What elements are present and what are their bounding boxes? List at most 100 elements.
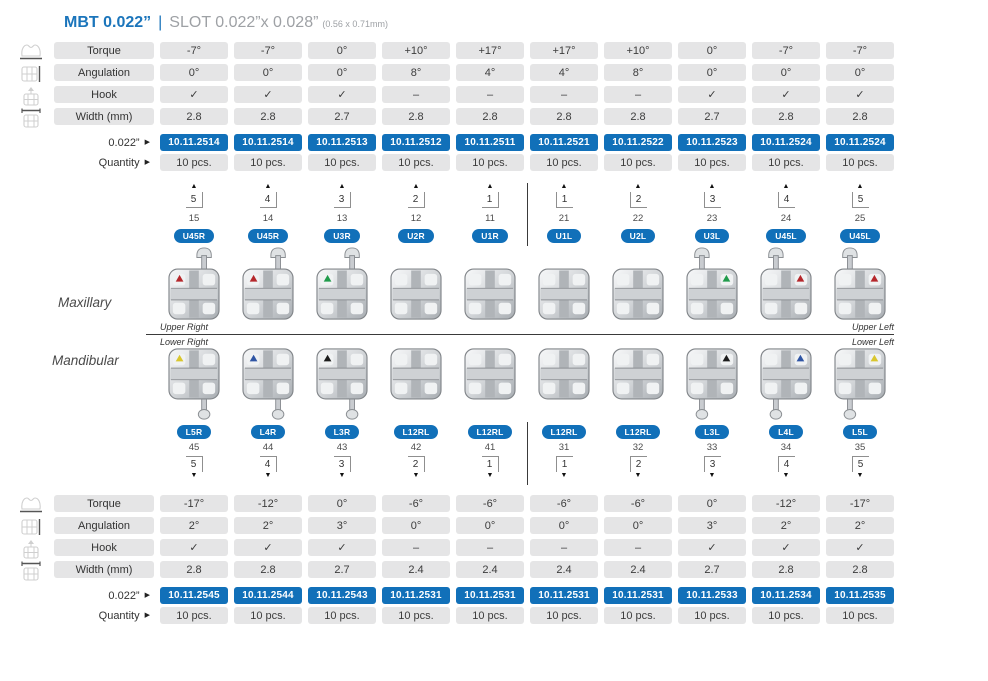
quantity-cell: 10 pcs. <box>530 607 598 624</box>
palmer-digit: 3 <box>709 459 716 470</box>
spec-value-cell: 2° <box>752 517 820 534</box>
row-label: Angulation <box>54 64 154 81</box>
row-label: Width (mm) <box>54 108 154 125</box>
bracket-photo <box>826 246 894 321</box>
spec-value-cell: -6° <box>530 495 598 512</box>
quantity-cell: 10 pcs. <box>160 607 228 624</box>
palmer-digit: 1 <box>561 194 568 205</box>
palmer-box: 2 <box>407 192 425 208</box>
palmer-tooth-number: ▲ 2 <box>382 183 450 213</box>
spec-value-cell: 0° <box>160 64 228 81</box>
spec-value-cell: 2.8 <box>826 108 894 125</box>
palmer-tooth-number: 1 ▼ <box>456 455 524 485</box>
bracket-photo <box>308 246 376 321</box>
product-code-badge: 10.11.2544 <box>234 587 302 604</box>
palmer-tooth-number: 1 ▼ <box>530 455 598 485</box>
fdi-tooth-number: 21 <box>558 213 570 224</box>
spec-value-cell: 2.7 <box>678 561 746 578</box>
spec-value-cell: 2° <box>234 517 302 534</box>
spec-value-cell: 2.7 <box>308 108 376 125</box>
fdi-tooth-number: 14 <box>262 213 274 224</box>
bracket-id-pill-wrap: L12RL <box>530 422 598 442</box>
bracket-id-pill: L5R <box>176 424 212 440</box>
bracket-id-pill: U3L <box>694 228 730 244</box>
triangle-right-icon: ▶ <box>144 612 150 619</box>
spec-value-cell: 2.4 <box>456 561 524 578</box>
product-code-badge: 10.11.2524 <box>826 134 894 151</box>
triangle-down-icon: ▼ <box>412 472 420 479</box>
quantity-cell: 10 pcs. <box>308 607 376 624</box>
bracket-id-pill-wrap: U1R <box>456 226 524 246</box>
spec-value-cell: 8° <box>604 64 672 81</box>
midline-divider-upper <box>527 183 528 246</box>
triangle-right-icon: ▶ <box>144 139 150 146</box>
triangle-up-icon: ▲ <box>782 183 790 190</box>
row-label: Torque <box>54 495 154 512</box>
angulation-icon <box>14 64 48 84</box>
palmer-tooth-number: ▲ 1 <box>530 183 598 213</box>
spec-value-cell: 2° <box>826 517 894 534</box>
spec-value-cell: – <box>382 539 450 556</box>
bracket-photo <box>752 246 820 321</box>
triangle-down-icon: ▼ <box>560 472 568 479</box>
page-title: MBT 0.022” | SLOT 0.022”x 0.028” (0.56 x 0.… <box>64 12 988 35</box>
fdi-tooth-number: 12 <box>410 213 422 224</box>
spec-value-cell: 2.8 <box>530 108 598 125</box>
palmer-box: 3 <box>333 192 351 208</box>
bracket-photo <box>678 347 746 422</box>
quadrant-label-lower-left: Lower Left <box>851 337 894 347</box>
spec-value-cell: – <box>604 539 672 556</box>
palmer-digit: 3 <box>709 194 716 205</box>
palmer-box: 5 <box>185 456 203 472</box>
quantity-cell: 10 pcs. <box>826 607 894 624</box>
spec-value-cell: 2.7 <box>308 561 376 578</box>
spec-value-cell: -7° <box>234 42 302 59</box>
spec-value-cell: ✓ <box>234 86 302 103</box>
spec-row: Angulation 0° 0° 0° 8° 4° 4° 8° 0° 0° 0° <box>14 64 988 84</box>
size-label: 0.022” ▶ <box>14 134 154 151</box>
triangle-up-icon: ▲ <box>634 183 642 190</box>
spec-value-cell: 2.7 <box>678 108 746 125</box>
spec-value-cell: 2.8 <box>160 108 228 125</box>
palmer-tooth-number: 3 ▼ <box>308 455 376 485</box>
spec-value-cell: 2.8 <box>234 108 302 125</box>
bracket-id-pill-wrap: L12RL <box>382 422 450 442</box>
quantity-cell: 10 pcs. <box>604 154 672 171</box>
spec-value-cell: ✓ <box>826 86 894 103</box>
spec-value-cell: 2.8 <box>160 561 228 578</box>
quantity-label-text: Quantity <box>98 609 140 622</box>
maxillary-code-rows: 0.022” ▶ 10.11.2514 10.11.2514 10.11.2513 10.… <box>0 134 988 171</box>
spec-value-cell: 0° <box>234 64 302 81</box>
spec-value-cell: ✓ <box>308 86 376 103</box>
spec-value-cell: +17° <box>530 42 598 59</box>
bracket-id-pill: U45L <box>840 228 880 244</box>
spec-value-cell: – <box>456 86 524 103</box>
bracket-photo <box>234 347 302 422</box>
fdi-tooth-number: 43 <box>336 442 348 453</box>
triangle-down-icon: ▼ <box>708 472 716 479</box>
palmer-digit: 4 <box>264 194 271 205</box>
quantity-cell: 10 pcs. <box>308 154 376 171</box>
fdi-tooth-number: 24 <box>780 213 792 224</box>
palmer-box: 4 <box>777 192 795 208</box>
quantity-cell: 10 pcs. <box>530 154 598 171</box>
fdi-tooth-number: 13 <box>336 213 348 224</box>
product-code-badge: 10.11.2521 <box>530 134 598 151</box>
bracket-photo <box>752 347 820 422</box>
quantity-cell: 10 pcs. <box>234 607 302 624</box>
spec-value-cell: -6° <box>382 495 450 512</box>
spec-value-cell: ✓ <box>160 86 228 103</box>
palmer-tooth-number: ▲ 3 <box>308 183 376 213</box>
triangle-up-icon: ▲ <box>264 183 272 190</box>
bracket-photo <box>234 246 302 321</box>
fdi-tooth-number: 35 <box>854 442 866 453</box>
quadrant-label-upper-right: Upper Right <box>160 322 209 332</box>
row-label: Width (mm) <box>54 561 154 578</box>
code-row: 0.022” ▶ 10.11.2514 10.11.2514 10.11.2513 10.… <box>14 134 988 151</box>
triangle-up-icon: ▲ <box>486 183 494 190</box>
spec-value-cell: ✓ <box>308 539 376 556</box>
torque-icon <box>14 42 48 62</box>
palmer-tooth-number: ▲ 1 <box>456 183 524 213</box>
spec-value-cell: – <box>456 539 524 556</box>
